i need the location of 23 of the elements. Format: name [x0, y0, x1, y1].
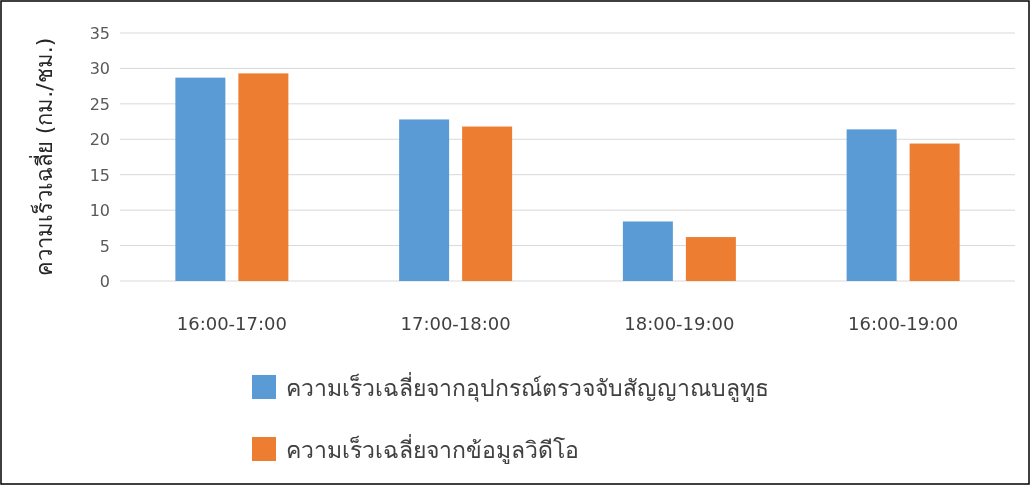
y-tick-label: 15: [89, 165, 110, 185]
x-tick-label: 16:00-17:00: [176, 313, 287, 334]
legend-label: ความเร็วเฉลี่ยจากข้อมูลวิดีโอ: [286, 434, 579, 464]
y-tick-label: 10: [89, 201, 110, 221]
y-tick-label: 35: [89, 24, 110, 43]
bar: [909, 143, 960, 281]
y-tick-label: 30: [89, 59, 110, 79]
bar: [399, 119, 450, 281]
bar: [462, 126, 513, 281]
bar: [846, 129, 897, 281]
y-tick-label: 20: [89, 130, 110, 150]
bar: [685, 237, 736, 281]
y-axis-title: ความเร็วเฉลี่ย (กม./ชม.): [29, 37, 57, 277]
x-tick-label: 18:00-19:00: [624, 313, 735, 334]
bar: [622, 221, 673, 281]
bar: [175, 77, 226, 281]
legend-label: ความเร็วเฉลี่ยจากอุปกรณ์ตรวจจับสัญญาณบลูทูธ: [286, 372, 769, 402]
x-tick-label: 17:00-18:00: [400, 313, 511, 334]
x-tick-label: 16:00-19:00: [848, 313, 959, 334]
bar: [238, 73, 289, 281]
y-tick-label: 5: [99, 236, 110, 256]
y-tick-label: 25: [89, 94, 110, 114]
y-tick-label: 0: [99, 272, 110, 291]
